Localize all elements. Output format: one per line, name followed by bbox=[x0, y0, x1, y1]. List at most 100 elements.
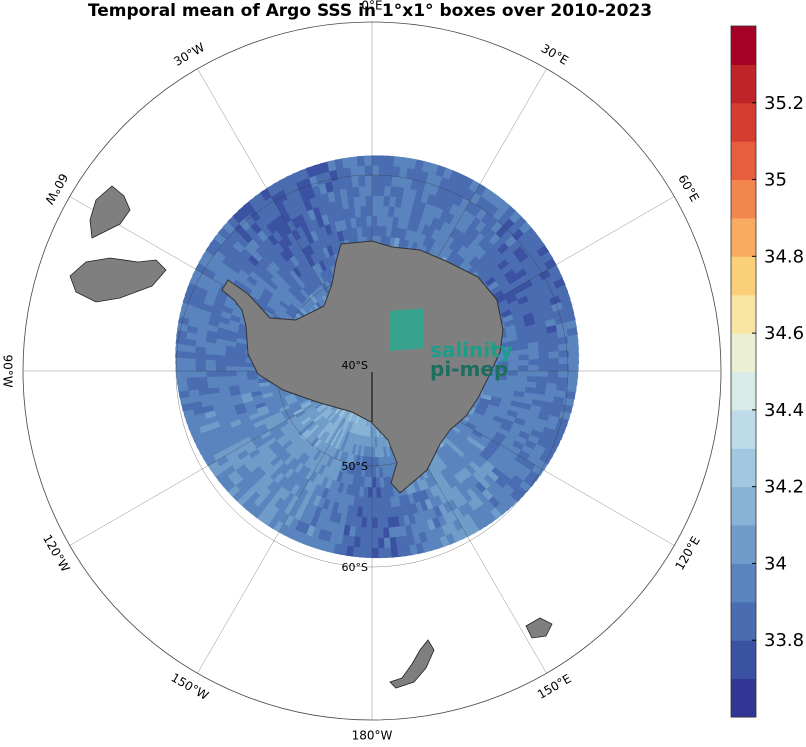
salinity-cell bbox=[372, 548, 379, 558]
salinity-cell bbox=[537, 371, 547, 377]
salinity-cell bbox=[177, 377, 187, 384]
salinity-cell bbox=[368, 477, 372, 487]
salinity-cell bbox=[547, 377, 557, 384]
salinity-cell bbox=[360, 527, 366, 537]
colorbar-segment bbox=[731, 180, 756, 219]
salinity-cell bbox=[386, 156, 394, 167]
colorbar-segment bbox=[731, 218, 756, 257]
salinity-cell bbox=[372, 457, 375, 467]
colorbar-segment bbox=[731, 525, 756, 564]
colorbar-tick-label: 34 bbox=[764, 553, 787, 574]
salinity-cell bbox=[352, 177, 359, 188]
salinity-cell bbox=[207, 376, 217, 382]
salinity-cell bbox=[376, 487, 381, 497]
salinity-cell bbox=[372, 467, 376, 477]
colorbar-segment bbox=[731, 64, 756, 103]
salinity-cell bbox=[558, 357, 568, 364]
salinity-cell bbox=[386, 166, 394, 177]
salinity-cell bbox=[186, 371, 196, 377]
dateline-gap bbox=[368, 568, 374, 692]
salinity-cell bbox=[372, 437, 375, 447]
salinity-cell bbox=[365, 548, 372, 558]
salinity-cell bbox=[568, 342, 579, 350]
salinity-cell bbox=[372, 487, 376, 497]
longitude-label: 150°E bbox=[535, 671, 574, 701]
salinity-cell bbox=[227, 371, 237, 376]
salinity-cell bbox=[377, 527, 383, 537]
salinity-cell bbox=[372, 447, 375, 457]
salinity-cell bbox=[557, 377, 567, 384]
salinity-cell bbox=[359, 547, 366, 557]
salinity-cell bbox=[196, 365, 206, 371]
salinity-cell bbox=[537, 377, 547, 383]
salinity-cell bbox=[527, 376, 537, 382]
salinity-cell bbox=[372, 517, 377, 527]
salinity-cell bbox=[208, 382, 219, 388]
salinity-cell bbox=[377, 507, 382, 517]
salinity-cell bbox=[377, 206, 383, 216]
colorbar-segment bbox=[731, 26, 756, 65]
salinity-cell bbox=[558, 371, 568, 378]
gap bbox=[396, 618, 426, 640]
salinity-cell bbox=[558, 364, 568, 371]
salinity-cell bbox=[198, 382, 209, 389]
colorbar-segment bbox=[731, 602, 756, 641]
salinity-cell bbox=[206, 359, 216, 365]
salinity-cell bbox=[548, 358, 558, 365]
salinity-cell bbox=[548, 371, 558, 377]
chart-title: Temporal mean of Argo SSS in 1°x1° boxes… bbox=[88, 1, 652, 21]
salinity-cell bbox=[548, 364, 558, 371]
salinity-cell bbox=[366, 206, 372, 216]
salinity-cell bbox=[368, 487, 372, 497]
salinity-cell bbox=[179, 390, 190, 398]
longitude-label: 150°W bbox=[169, 670, 211, 703]
salinity-cell bbox=[372, 528, 378, 538]
salinity-cell bbox=[357, 156, 365, 166]
salinity-cell bbox=[384, 547, 391, 558]
salinity-cell bbox=[356, 217, 362, 228]
salinity-cell bbox=[372, 427, 374, 437]
salinity-cell bbox=[372, 216, 377, 226]
longitude-label: 60°E bbox=[675, 172, 702, 204]
longitude-label: 120°E bbox=[672, 534, 702, 573]
salinity-cell bbox=[196, 359, 206, 366]
salinity-cell bbox=[227, 376, 237, 381]
salinity-cell bbox=[527, 371, 537, 377]
salinity-cell bbox=[382, 507, 388, 517]
longitude-label: 180°W bbox=[352, 729, 393, 743]
salinity-cell bbox=[238, 375, 248, 380]
salinity-cell bbox=[538, 359, 548, 366]
salinity-cell bbox=[248, 375, 258, 380]
salinity-cell bbox=[372, 206, 378, 216]
salinity-cell bbox=[372, 196, 378, 206]
colorbar-tick-label: 34.6 bbox=[764, 323, 804, 344]
salinity-cell bbox=[528, 365, 538, 371]
salinity-cell bbox=[365, 166, 372, 176]
salinity-cell bbox=[228, 380, 238, 386]
salinity-cell bbox=[372, 176, 379, 186]
salinity-cell bbox=[217, 376, 227, 382]
gap bbox=[596, 302, 614, 314]
salinity-cell bbox=[350, 157, 358, 168]
colorbar-tick-label: 34.2 bbox=[764, 477, 804, 498]
salinity-cell bbox=[375, 467, 379, 477]
salinity-cell bbox=[345, 178, 353, 189]
salinity-cell bbox=[207, 371, 217, 377]
salinity-cell bbox=[360, 537, 367, 547]
colorbar-tick-label: 34.8 bbox=[764, 246, 804, 267]
salinity-cell bbox=[372, 166, 379, 176]
logo-mark-icon bbox=[390, 308, 424, 350]
colorbar-segment bbox=[731, 679, 756, 718]
salinity-cell bbox=[187, 377, 197, 384]
longitude-label: 30°W bbox=[171, 40, 207, 69]
salinity-cell bbox=[176, 364, 186, 371]
salinity-cell bbox=[359, 186, 366, 196]
salinity-cell bbox=[384, 537, 391, 548]
longitude-label: 90°W bbox=[1, 354, 15, 387]
salinity-cell bbox=[372, 497, 377, 507]
salinity-cell bbox=[372, 156, 380, 166]
salinity-cell bbox=[372, 226, 377, 236]
salinity-cell bbox=[382, 517, 388, 528]
